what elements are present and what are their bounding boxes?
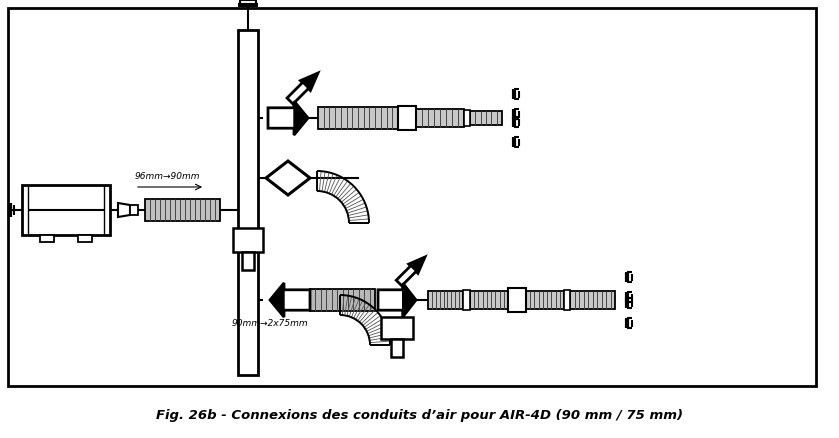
Bar xyxy=(22,185,110,235)
Bar xyxy=(8,8,816,386)
Text: Fig. 26b - Connexions des conduits d’air pour AIR-4D (90 mm / 75 mm): Fig. 26b - Connexions des conduits d’air… xyxy=(155,409,682,421)
Text: 96mm→90mm: 96mm→90mm xyxy=(135,172,201,181)
Bar xyxy=(464,110,470,126)
Polygon shape xyxy=(396,257,425,286)
Bar xyxy=(242,252,254,270)
Bar xyxy=(416,109,464,127)
Bar xyxy=(564,290,570,310)
Bar xyxy=(145,199,220,221)
Bar xyxy=(526,291,564,309)
Bar xyxy=(318,107,398,129)
Polygon shape xyxy=(287,73,318,104)
Bar xyxy=(130,205,138,215)
Polygon shape xyxy=(294,101,308,135)
Polygon shape xyxy=(270,283,310,317)
Bar xyxy=(463,290,470,310)
Text: 90mm→2x75mm: 90mm→2x75mm xyxy=(232,319,308,328)
Polygon shape xyxy=(266,161,310,195)
Bar xyxy=(391,339,403,357)
Bar xyxy=(470,291,508,309)
Bar xyxy=(238,30,258,375)
Bar xyxy=(78,235,92,242)
Bar xyxy=(40,235,54,242)
Bar xyxy=(381,317,413,339)
Polygon shape xyxy=(300,73,318,91)
Polygon shape xyxy=(378,283,416,317)
Bar xyxy=(470,111,502,125)
Bar xyxy=(570,291,615,309)
Bar xyxy=(428,291,463,309)
Polygon shape xyxy=(403,283,416,317)
Polygon shape xyxy=(118,203,130,217)
Bar xyxy=(398,106,416,130)
Polygon shape xyxy=(268,101,308,135)
Polygon shape xyxy=(270,283,284,317)
Bar xyxy=(508,288,526,312)
Bar xyxy=(233,228,263,252)
Bar xyxy=(310,289,375,311)
Polygon shape xyxy=(409,257,425,273)
